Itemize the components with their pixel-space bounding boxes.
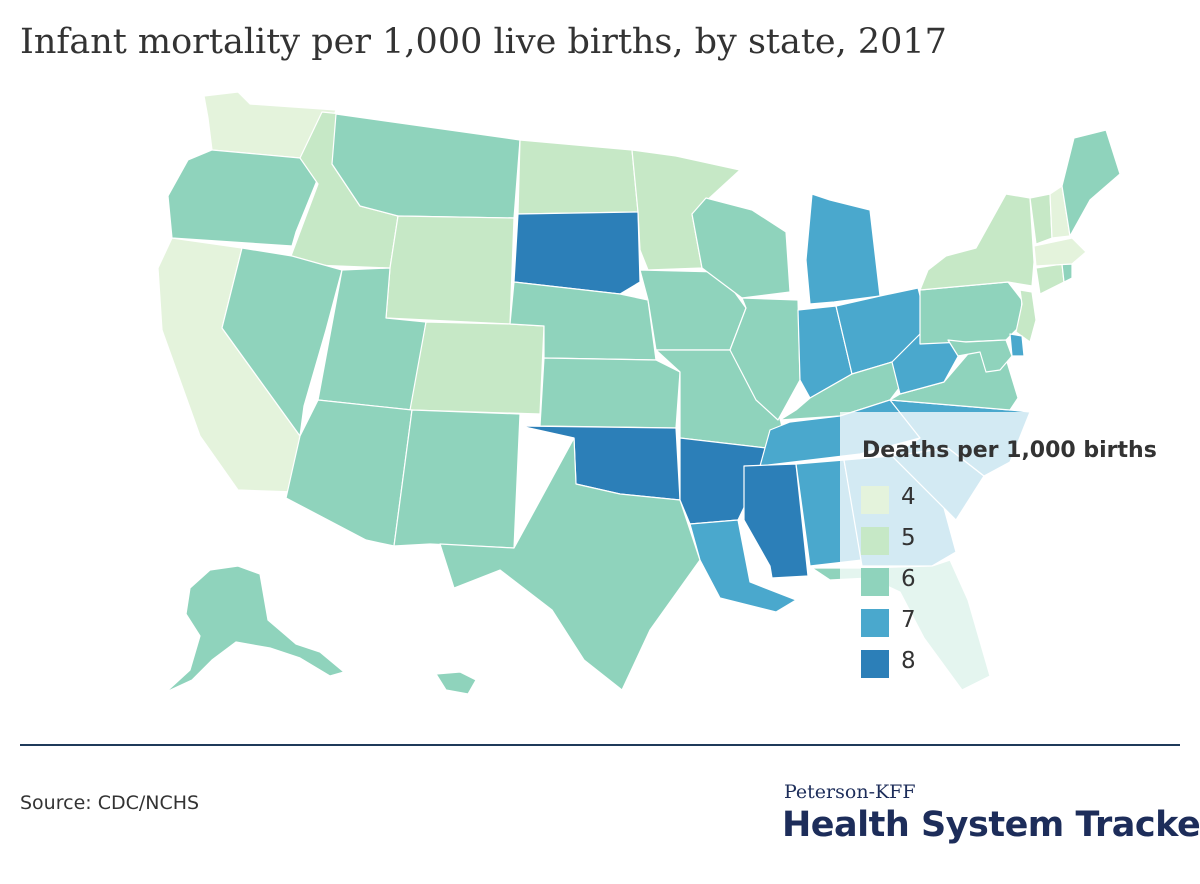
brand-logo-main: Health System Tracker [782,805,1200,845]
state-nj [1015,289,1037,343]
state-nv [221,247,343,437]
state-sd [513,211,641,295]
state-az [285,399,413,547]
state-la [689,519,797,613]
state-ny [919,193,1035,291]
state-md [947,339,1013,373]
state-tx [439,437,701,691]
footer-divider [20,744,1180,746]
brand-logo-top: Peterson-KFF [784,781,916,803]
state-ct [1035,263,1065,295]
legend-label: 6 [901,566,916,592]
state-ks [539,357,681,429]
legend-title: Deaths per 1,000 births [862,438,1157,463]
state-me [1061,129,1121,237]
legend: Deaths per 1,000 births 4 5 6 7 8 [840,412,1180,695]
state-ak [165,565,345,693]
legend-label: 7 [901,607,916,633]
legend-label: 8 [901,648,916,674]
state-co [409,321,545,415]
state-wi [691,197,791,299]
state-pa [919,281,1023,345]
state-ri [1061,263,1073,283]
legend-swatch [861,609,889,637]
legend-label: 4 [901,484,916,510]
state-or [167,149,319,247]
state-vt [1029,193,1053,245]
legend-swatch [861,650,889,678]
source-note: Source: CDC/NCHS [20,792,200,814]
state-wy [385,215,515,325]
state-mt [331,113,521,219]
state-nd [517,139,639,215]
chart-title: Infant mortality per 1,000 live births, … [20,22,947,62]
legend-swatch [861,568,889,596]
state-de [1009,333,1025,357]
legend-swatch [861,486,889,514]
state-nm [393,409,521,549]
state-ma [1033,237,1087,267]
legend-label: 5 [901,525,916,551]
legend-swatch [861,527,889,555]
state-hi [435,671,477,695]
state-mi [805,193,881,305]
